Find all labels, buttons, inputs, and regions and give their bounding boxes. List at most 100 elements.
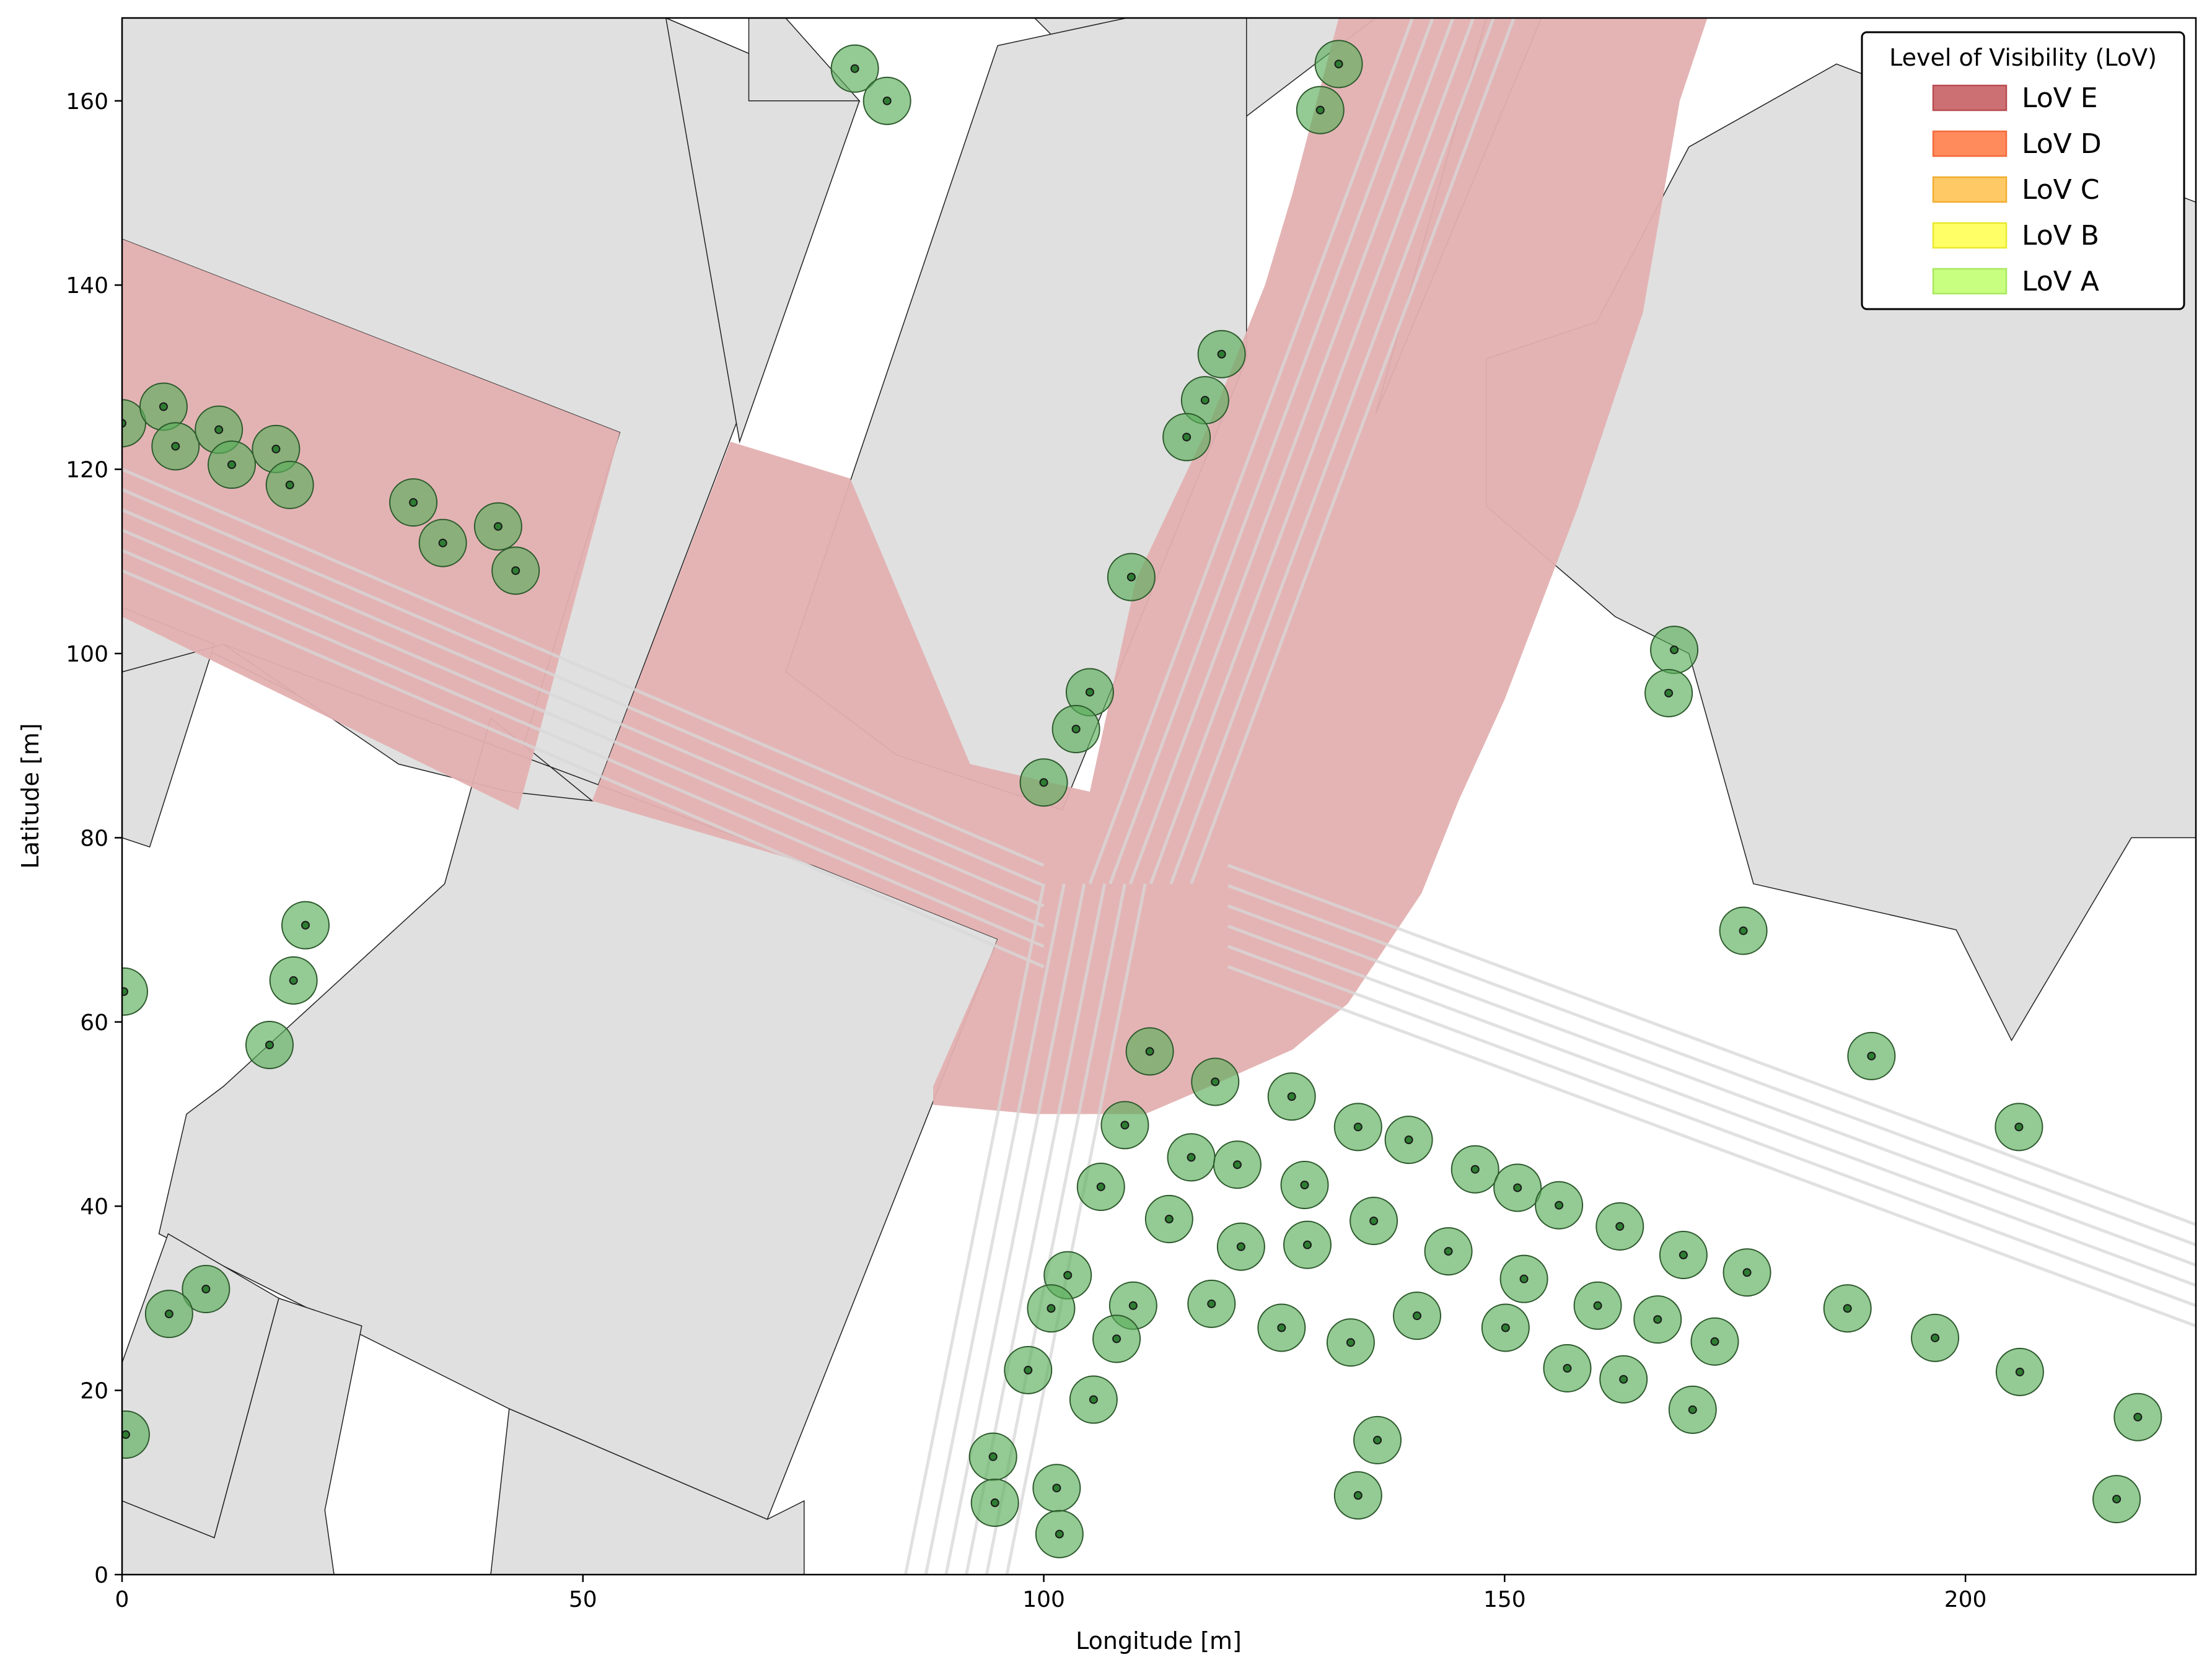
- tree-59: [1573, 1281, 1622, 1330]
- tree-trunk: [1128, 1301, 1138, 1310]
- tree-49: [1424, 1227, 1473, 1276]
- y-tick-label: 0: [94, 1563, 108, 1588]
- tree-25: [281, 901, 330, 950]
- tree-trunk: [1300, 1181, 1309, 1190]
- tree-71: [1995, 1347, 2044, 1396]
- tree-22: [1650, 626, 1699, 675]
- y-tick-label: 40: [80, 1194, 108, 1220]
- tree-73: [1069, 1375, 1118, 1424]
- lov-e-area-0: [122, 238, 620, 810]
- tree-trunk: [1513, 1183, 1522, 1192]
- tree-trunk: [1519, 1274, 1529, 1283]
- road-line: [1190, 18, 1516, 885]
- tree-21: [1019, 758, 1068, 807]
- legend-swatch-lov-a: [1932, 268, 2008, 295]
- tree-56: [1027, 1284, 1076, 1333]
- tree-trunk: [1653, 1315, 1662, 1324]
- legend-swatch-lov-c: [1932, 176, 2008, 203]
- tree-trunk: [214, 425, 224, 434]
- tree-trunk: [2112, 1495, 2122, 1504]
- tree-trunk: [1664, 688, 1674, 697]
- tree-trunk: [511, 566, 520, 575]
- tree-trunk: [171, 442, 180, 451]
- tree-trunk: [1688, 1405, 1697, 1414]
- tree-trunk: [301, 920, 310, 930]
- tree-trunk: [159, 402, 168, 411]
- tree-trunk: [1555, 1200, 1564, 1210]
- tree-62: [1633, 1295, 1682, 1344]
- tree-43: [1535, 1181, 1584, 1230]
- tree-33: [1100, 1101, 1149, 1150]
- tree-trunk: [201, 1285, 211, 1294]
- tree-46: [1595, 1202, 1644, 1251]
- tree-trunk: [265, 1040, 274, 1049]
- tree-trunk: [1236, 1242, 1245, 1251]
- tree-38: [1213, 1140, 1262, 1189]
- tree-13: [473, 502, 522, 551]
- tree-67: [1690, 1317, 1739, 1366]
- tree-trunk: [1039, 778, 1048, 787]
- tree-8: [208, 440, 257, 489]
- tree-47: [1216, 1222, 1265, 1271]
- tree-trunk: [122, 1430, 130, 1439]
- tree-trunk: [1120, 1121, 1130, 1130]
- tree-40: [1280, 1161, 1329, 1210]
- tree-31: [1847, 1031, 1896, 1080]
- x-tick-label: 100: [1022, 1587, 1065, 1612]
- road-line: [1227, 863, 2196, 1226]
- road-line: [1108, 18, 1434, 885]
- road-line: [122, 468, 1045, 867]
- tree-trunk: [1670, 645, 1679, 655]
- tree-trunk: [1047, 1304, 1056, 1313]
- tree-5: [139, 382, 188, 431]
- legend-label: LoV E: [2022, 82, 2098, 114]
- tree-trunk: [1444, 1247, 1453, 1256]
- road-line: [1005, 883, 1147, 1575]
- y-tick-label: 80: [80, 826, 108, 851]
- tree-trunk: [289, 976, 298, 985]
- tree-60: [1823, 1284, 1872, 1333]
- tree-trunk: [1710, 1337, 1719, 1346]
- tree-trunk: [1619, 1375, 1628, 1384]
- tree-4: [122, 399, 146, 448]
- road-line: [1149, 18, 1475, 885]
- tree-53: [1499, 1254, 1548, 1303]
- tree-83: [1035, 1510, 1084, 1559]
- tree-39: [1076, 1162, 1125, 1211]
- tree-trunk: [1369, 1216, 1379, 1225]
- tree-trunk: [2015, 1367, 2024, 1376]
- tree-trunk: [882, 96, 892, 105]
- tree-74: [1668, 1385, 1717, 1434]
- tree-trunk: [1085, 688, 1094, 697]
- tree-canopy: [122, 399, 146, 448]
- tree-42: [1493, 1163, 1542, 1212]
- tree-45: [1350, 1196, 1398, 1245]
- tree-trunk: [271, 444, 281, 453]
- tree-trunk: [1679, 1251, 1688, 1260]
- tree-9: [252, 424, 301, 473]
- tree-trunk: [122, 987, 128, 996]
- x-tick-label: 200: [1944, 1587, 1987, 1612]
- tree-trunk: [1843, 1304, 1852, 1313]
- y-tick-label: 20: [80, 1379, 108, 1404]
- tree-18: [1107, 553, 1156, 601]
- tree-trunk: [227, 460, 237, 470]
- tree-78: [968, 1432, 1017, 1481]
- tree-trunk: [493, 522, 503, 531]
- tree-trunk: [1287, 1092, 1296, 1101]
- tree-trunk: [1302, 1240, 1312, 1249]
- tree-65: [1092, 1314, 1141, 1363]
- tree-12: [418, 518, 467, 567]
- tree-trunk: [1742, 1268, 1752, 1277]
- tree-36: [1384, 1116, 1433, 1165]
- tree-54: [182, 1265, 230, 1314]
- tree-80: [1333, 1471, 1382, 1520]
- tree-trunk: [1931, 1333, 1940, 1342]
- tree-canopy: [122, 1410, 150, 1459]
- tree-trunk: [1164, 1215, 1174, 1224]
- tree-trunk: [1211, 1077, 1220, 1086]
- tree-trunk: [1112, 1334, 1121, 1344]
- x-tick-label: 50: [569, 1587, 597, 1612]
- tree-27: [245, 1020, 294, 1069]
